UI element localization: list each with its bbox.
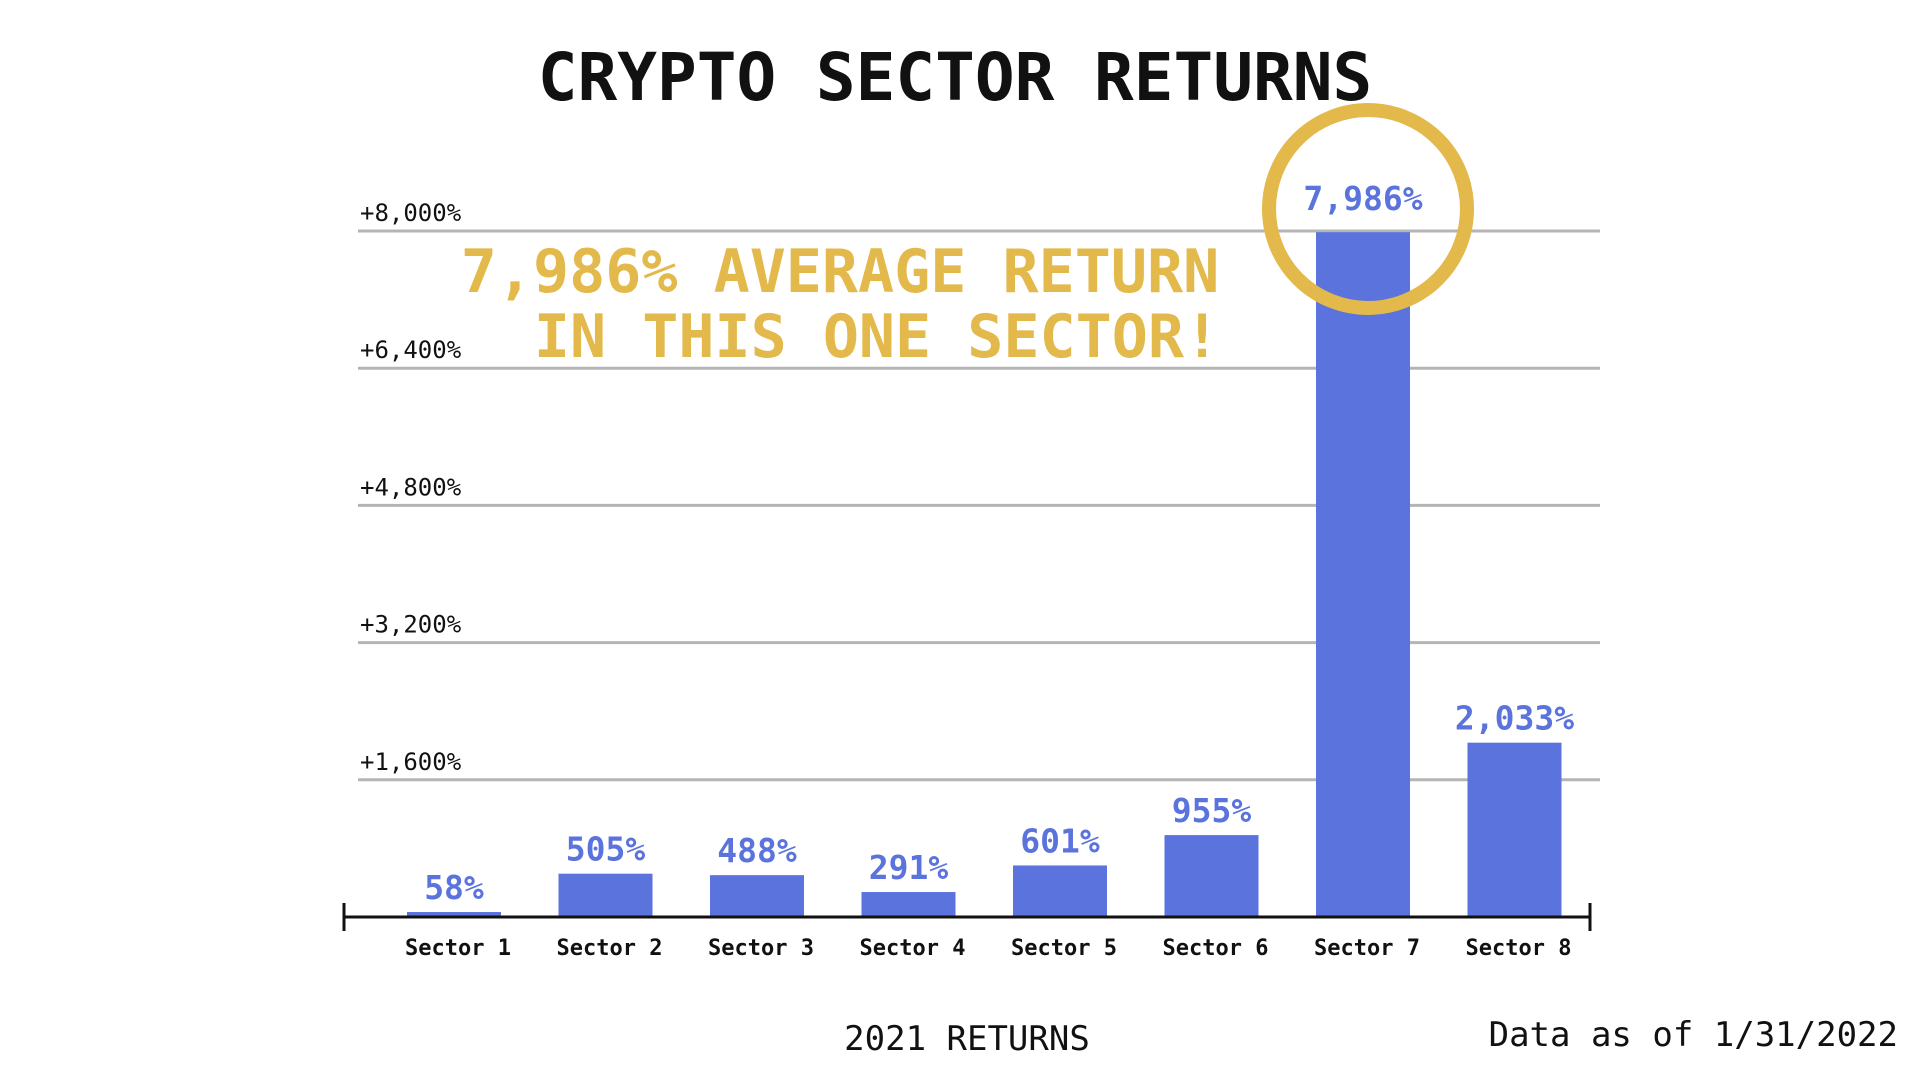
bar — [1013, 865, 1107, 917]
x-tick-label: Sector 1 — [405, 936, 511, 961]
x-tick-label: Sector 2 — [557, 936, 663, 961]
bar — [558, 873, 653, 917]
bar — [407, 912, 501, 917]
chart-title: CRYPTO SECTOR RETURNS — [538, 39, 1372, 116]
x-tick-label: Sector 6 — [1163, 936, 1269, 961]
data-label: 601% — [1020, 821, 1100, 860]
data-label: 505% — [566, 830, 646, 869]
x-tick-label: Sector 7 — [1314, 936, 1420, 961]
source-note: Data as of 1/31/2022 — [1489, 1015, 1898, 1055]
y-tick-label: +1,600% — [360, 748, 462, 776]
data-label: 2,033% — [1455, 699, 1574, 738]
bar — [861, 892, 956, 917]
x-tick-label: Sector 4 — [860, 936, 966, 961]
x-tick-label: Sector 5 — [1011, 936, 1117, 961]
data-label: 7,986% — [1303, 179, 1422, 218]
callout-line-1: 7,986% AVERAGE RETURN — [461, 237, 1220, 307]
data-label: 488% — [717, 831, 797, 870]
x-tick-label: Sector 8 — [1466, 936, 1572, 961]
x-tick-label: Sector 3 — [708, 936, 814, 961]
bar — [1316, 232, 1410, 917]
highlight-circle — [1262, 103, 1474, 315]
data-label: 58% — [424, 868, 484, 907]
x-axis-ticks: Sector 1 Sector 2 Sector 3 Sector 4 Sector 5… — [405, 936, 1571, 961]
bar — [1164, 835, 1259, 917]
y-tick-label: +8,000% — [360, 199, 462, 227]
y-axis-ticks: +1,600% +3,200% +4,800% +6,400% +8,000% — [360, 199, 462, 776]
bar — [1467, 742, 1562, 917]
y-tick-label: +4,800% — [360, 473, 462, 501]
bar — [710, 875, 804, 917]
data-label: 291% — [869, 848, 949, 887]
x-axis-label: 2021 RETURNS — [844, 1019, 1090, 1059]
data-label: 955% — [1172, 791, 1252, 830]
y-tick-label: +3,200% — [360, 611, 462, 639]
callout-line-2: IN THIS ONE SECTOR! — [534, 302, 1220, 372]
data-labels: 58% 505% 488% 291% 601% 955% 7,986% 2,033% — [424, 179, 1574, 907]
bars — [407, 232, 1562, 917]
y-tick-label: +6,400% — [360, 336, 462, 364]
